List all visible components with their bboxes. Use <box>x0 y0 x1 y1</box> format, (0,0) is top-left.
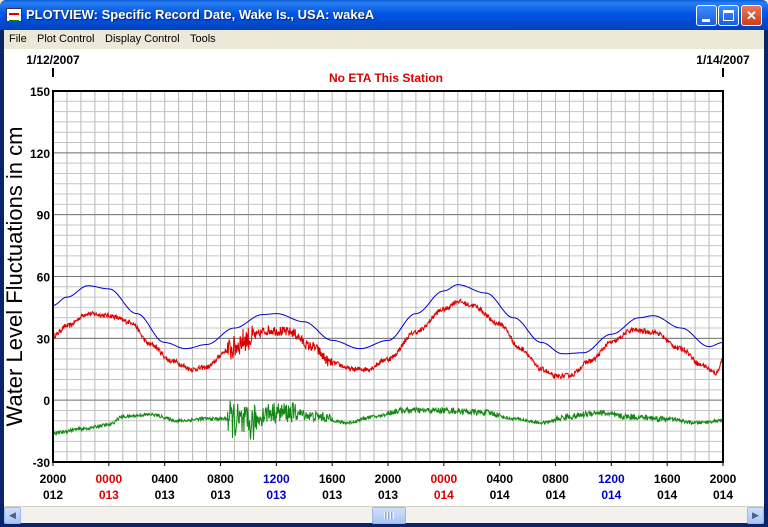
plot-area[interactable]: -30 0 30 60 90 120 150 Water Level Fluctuations… <box>4 49 764 506</box>
menu-plot-control[interactable]: Plot Control <box>37 33 95 45</box>
x-tick-day-label: 013 <box>266 488 286 502</box>
x-tick-time-label: 0000 <box>430 472 457 486</box>
series-line-1 <box>52 297 724 380</box>
y-tick-label: 60 <box>37 271 51 285</box>
y-tick-label: 150 <box>30 85 50 99</box>
menu-display-control[interactable]: Display Control <box>105 33 180 45</box>
menu-file[interactable]: File <box>9 33 27 45</box>
chart-grid <box>53 91 723 462</box>
x-tick-time-label: 0000 <box>95 472 122 486</box>
menu-tools[interactable]: Tools <box>190 33 216 45</box>
series-line-0 <box>52 284 724 355</box>
x-tick-day-label: 013 <box>155 488 175 502</box>
x-tick-day-label: 014 <box>657 488 677 502</box>
x-tick-day-label: 013 <box>378 488 398 502</box>
x-tick-day-label: 014 <box>434 488 454 502</box>
end-date-label: 1/14/2007 <box>696 53 750 67</box>
x-tick-day-label: 014 <box>490 488 510 502</box>
x-tick-time-label: 0400 <box>151 472 178 486</box>
x-tick-time-label: 1200 <box>598 472 625 486</box>
close-icon: ✕ <box>746 8 757 23</box>
x-tick-time-label: 0400 <box>486 472 513 486</box>
x-tick-day-label: 013 <box>322 488 342 502</box>
arrow-right-icon: ▶ <box>752 510 759 520</box>
x-tick-day-label: 013 <box>210 488 230 502</box>
x-tick-day-label: 014 <box>601 488 621 502</box>
minimize-button[interactable] <box>696 5 717 26</box>
x-tick-day-label: 012 <box>43 488 63 502</box>
y-tick-label: 120 <box>30 147 50 161</box>
minimize-icon <box>702 19 710 22</box>
x-tick-time-label: 2000 <box>375 472 402 486</box>
y-axis-label: Water Level Fluctuations in cm <box>4 127 27 427</box>
close-button[interactable]: ✕ <box>741 5 762 26</box>
x-tick-time-label: 0800 <box>207 472 234 486</box>
x-tick-time-label: 2000 <box>40 472 67 486</box>
y-tick-label: 0 <box>43 394 50 408</box>
y-tick-label: 90 <box>37 209 51 223</box>
arrow-left-icon: ◀ <box>9 510 16 520</box>
x-tick-time-label: 2000 <box>710 472 737 486</box>
scroll-thumb[interactable] <box>372 507 406 524</box>
x-tick-day-label: 013 <box>99 488 119 502</box>
client-area: File Plot Control Display Control Tools … <box>4 30 764 524</box>
x-tick-day-label: 014 <box>713 488 733 502</box>
x-tick-time-label: 1600 <box>319 472 346 486</box>
horizontal-scrollbar[interactable]: ◀ ▶ <box>4 506 764 524</box>
y-tick-label: 30 <box>37 332 51 346</box>
x-tick-time-label: 1200 <box>263 472 290 486</box>
scroll-left-button[interactable]: ◀ <box>4 507 21 524</box>
start-date-label: 1/12/2007 <box>26 53 80 67</box>
x-tick-day-label: 014 <box>545 488 565 502</box>
window-title: PLOTVIEW: Specific Record Date, Wake Is.… <box>26 7 375 22</box>
menu-bar: File Plot Control Display Control Tools <box>4 30 764 49</box>
x-tick-time-label: 0800 <box>542 472 569 486</box>
y-tick-label: -30 <box>33 456 51 470</box>
maximize-icon <box>723 10 734 21</box>
water-level-chart[interactable]: -30 0 30 60 90 120 150 Water Level Fluctuations… <box>4 49 764 506</box>
eta-message: No ETA This Station <box>329 71 443 85</box>
series-line-2 <box>52 400 724 440</box>
x-tick-time-label: 1600 <box>654 472 681 486</box>
app-icon[interactable] <box>6 8 22 22</box>
scroll-right-button[interactable]: ▶ <box>747 507 764 524</box>
maximize-button[interactable] <box>718 5 739 26</box>
title-bar[interactable]: PLOTVIEW: Specific Record Date, Wake Is.… <box>0 0 768 30</box>
